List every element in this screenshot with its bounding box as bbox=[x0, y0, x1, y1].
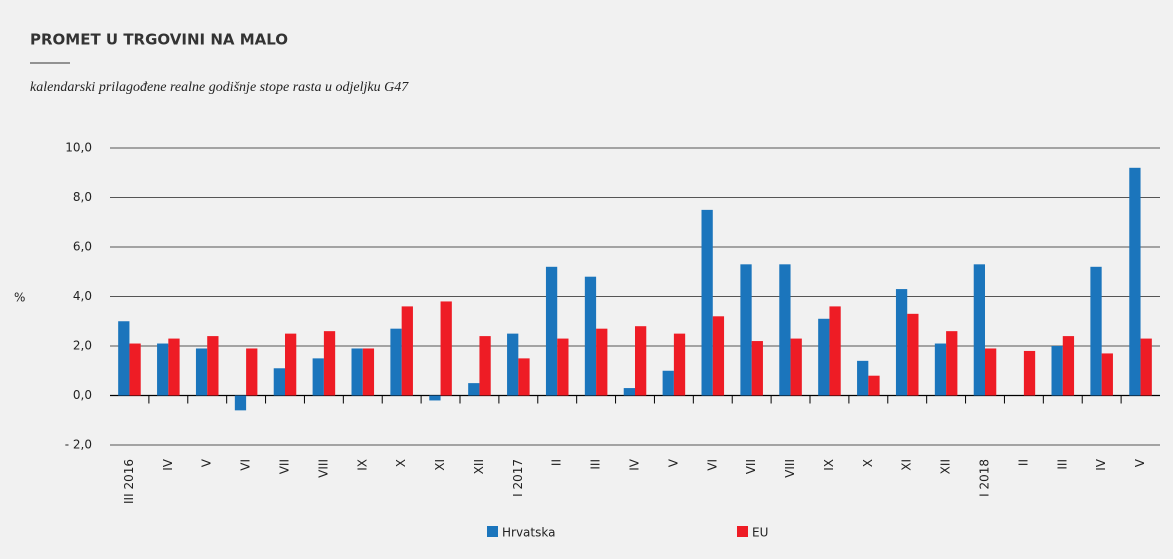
x-tick-label: IV bbox=[1094, 458, 1108, 471]
legend-label: EU bbox=[752, 526, 768, 540]
bar bbox=[584, 276, 597, 396]
y-tick-label: 2,0 bbox=[73, 339, 92, 353]
bar bbox=[312, 358, 324, 396]
x-tick-label: XII bbox=[939, 459, 953, 474]
x-tick-label: V bbox=[1133, 458, 1147, 467]
bar bbox=[273, 368, 285, 396]
x-tick-label: I 2018 bbox=[978, 459, 992, 497]
bar bbox=[1101, 353, 1113, 396]
bar bbox=[1090, 266, 1102, 396]
x-tick-label: XI bbox=[433, 459, 447, 471]
bar bbox=[390, 328, 402, 396]
bar bbox=[907, 313, 919, 396]
bar bbox=[985, 348, 997, 396]
bar bbox=[168, 338, 180, 396]
bar bbox=[285, 333, 297, 396]
bar bbox=[195, 348, 208, 396]
x-tick-label: III bbox=[1055, 459, 1069, 470]
bar bbox=[1062, 336, 1075, 396]
bar bbox=[401, 306, 413, 396]
x-tick-label: VIII bbox=[316, 459, 330, 478]
y-tick-label: 6,0 bbox=[73, 240, 92, 254]
x-tick-label: VII bbox=[744, 459, 758, 474]
x-tick-label: II bbox=[1016, 459, 1030, 466]
bar bbox=[507, 333, 519, 396]
bar bbox=[623, 388, 635, 396]
bar bbox=[740, 264, 752, 396]
bar bbox=[207, 336, 219, 396]
bar bbox=[596, 328, 608, 396]
bar bbox=[712, 316, 725, 396]
bar bbox=[673, 333, 686, 396]
bar bbox=[829, 306, 841, 396]
bar bbox=[362, 348, 375, 396]
bar bbox=[1023, 350, 1036, 396]
legend-label: Hrvatska bbox=[502, 526, 555, 540]
bar bbox=[934, 343, 947, 396]
bar bbox=[973, 264, 985, 396]
bar bbox=[234, 395, 247, 411]
bar bbox=[479, 336, 491, 396]
x-tick-label: IV bbox=[628, 458, 642, 471]
bar bbox=[1129, 167, 1141, 396]
chart-title: PROMET U TRGOVINI NA MALO bbox=[30, 31, 288, 49]
x-tick-label: VII bbox=[278, 459, 292, 474]
bar bbox=[440, 301, 452, 396]
x-tick-label: VI bbox=[705, 459, 719, 471]
bar bbox=[662, 370, 674, 396]
bar bbox=[118, 321, 130, 396]
y-tick-label: 0,0 bbox=[73, 388, 92, 402]
y-axis-label: % bbox=[14, 291, 25, 305]
x-tick-label: IX bbox=[355, 459, 369, 471]
x-tick-label: IV bbox=[161, 458, 175, 471]
bar bbox=[635, 326, 647, 396]
bar bbox=[895, 289, 908, 396]
x-tick-label: II bbox=[550, 459, 564, 466]
bar bbox=[790, 338, 802, 396]
bar bbox=[1140, 338, 1152, 396]
bar bbox=[818, 318, 830, 396]
x-tick-label: I 2017 bbox=[511, 459, 525, 497]
y-tick-label: 4,0 bbox=[73, 289, 92, 303]
bar bbox=[129, 343, 141, 396]
bar bbox=[246, 348, 258, 396]
legend-swatch bbox=[737, 526, 748, 537]
y-tick-label: - 2,0 bbox=[65, 438, 92, 452]
y-tick-label: 8,0 bbox=[73, 190, 92, 204]
bar bbox=[557, 338, 569, 396]
bar bbox=[429, 395, 441, 401]
chart-subtitle: kalendarski prilagođene realne godišnje … bbox=[30, 80, 409, 95]
bar bbox=[868, 375, 880, 396]
x-tick-label: V bbox=[666, 458, 680, 467]
bar bbox=[1051, 346, 1063, 396]
bar bbox=[545, 266, 558, 396]
bar bbox=[518, 358, 530, 396]
bar bbox=[157, 343, 169, 396]
x-tick-label: III 2016 bbox=[122, 459, 136, 504]
x-tick-label: III bbox=[589, 459, 603, 470]
bar bbox=[323, 331, 336, 396]
bar bbox=[857, 360, 869, 396]
bar bbox=[701, 209, 713, 396]
bar bbox=[351, 348, 363, 396]
x-tick-label: XII bbox=[472, 459, 486, 474]
bar bbox=[779, 264, 791, 396]
x-tick-label: X bbox=[394, 459, 408, 467]
x-tick-label: VIII bbox=[783, 459, 797, 478]
y-tick-label: 10,0 bbox=[65, 141, 92, 155]
x-tick-label: IX bbox=[822, 459, 836, 471]
bar bbox=[751, 341, 763, 396]
x-tick-label: XI bbox=[900, 459, 914, 471]
x-tick-label: VI bbox=[239, 459, 253, 471]
bar bbox=[946, 331, 958, 396]
bar bbox=[468, 383, 480, 396]
x-tick-label: V bbox=[200, 458, 214, 467]
x-tick-label: X bbox=[861, 459, 875, 467]
legend-swatch bbox=[487, 526, 498, 537]
